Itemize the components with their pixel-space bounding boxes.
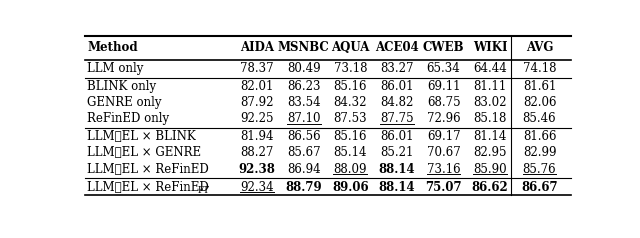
Text: GENRE only: GENRE only — [88, 96, 162, 109]
Text: LLM only: LLM only — [88, 62, 144, 75]
Text: 82.99: 82.99 — [523, 147, 556, 159]
Text: 89.06: 89.06 — [332, 181, 369, 193]
Text: 69.17: 69.17 — [427, 130, 460, 143]
Text: 72.96: 72.96 — [427, 112, 460, 125]
Text: 87.92: 87.92 — [241, 96, 274, 109]
Text: WIKI: WIKI — [473, 41, 508, 54]
Text: 81.66: 81.66 — [523, 130, 556, 143]
Text: 86.62: 86.62 — [472, 181, 509, 193]
Text: 81.61: 81.61 — [523, 80, 556, 93]
Text: LLM⫫EL × ReFinED: LLM⫫EL × ReFinED — [88, 163, 209, 176]
Text: LLM⫫EL × ReFinED: LLM⫫EL × ReFinED — [88, 181, 209, 193]
Text: 70.67: 70.67 — [427, 147, 460, 159]
Text: 88.09: 88.09 — [333, 163, 367, 176]
Text: 85.16: 85.16 — [333, 80, 367, 93]
Text: ReFinED only: ReFinED only — [88, 112, 170, 125]
Text: AVG: AVG — [526, 41, 553, 54]
Text: 82.06: 82.06 — [523, 96, 556, 109]
Text: 88.79: 88.79 — [285, 181, 322, 193]
Text: 81.11: 81.11 — [474, 80, 507, 93]
Text: MSNBC: MSNBC — [278, 41, 330, 54]
Text: 82.01: 82.01 — [241, 80, 274, 93]
Text: 68.75: 68.75 — [427, 96, 460, 109]
Text: 92.25: 92.25 — [241, 112, 274, 125]
Text: 73.16: 73.16 — [427, 163, 460, 176]
Text: 88.14: 88.14 — [379, 181, 415, 193]
Text: LLM⫫EL × BLINK: LLM⫫EL × BLINK — [88, 130, 196, 143]
Text: ACE04: ACE04 — [375, 41, 419, 54]
Text: AIDA: AIDA — [240, 41, 274, 54]
Text: 86.23: 86.23 — [287, 80, 321, 93]
Text: 88.27: 88.27 — [241, 147, 274, 159]
Text: Method: Method — [88, 41, 138, 54]
Text: 69.11: 69.11 — [427, 80, 460, 93]
Text: 85.16: 85.16 — [333, 130, 367, 143]
Text: 80.49: 80.49 — [287, 62, 321, 75]
Text: 83.27: 83.27 — [380, 62, 413, 75]
Text: 86.67: 86.67 — [521, 181, 558, 193]
Text: FT: FT — [198, 186, 210, 195]
Text: 85.21: 85.21 — [380, 147, 413, 159]
Text: AQUA: AQUA — [331, 41, 369, 54]
Text: 73.18: 73.18 — [333, 62, 367, 75]
Text: 83.54: 83.54 — [287, 96, 321, 109]
Text: 85.90: 85.90 — [474, 163, 507, 176]
Text: LLM⫫EL × GENRE: LLM⫫EL × GENRE — [88, 147, 202, 159]
Text: 81.14: 81.14 — [474, 130, 507, 143]
Text: 85.67: 85.67 — [287, 147, 321, 159]
Text: CWEB: CWEB — [423, 41, 464, 54]
Text: 75.07: 75.07 — [425, 181, 462, 193]
Text: 74.18: 74.18 — [523, 62, 556, 75]
Text: 83.02: 83.02 — [474, 96, 507, 109]
Text: 87.75: 87.75 — [380, 112, 413, 125]
Text: 85.46: 85.46 — [523, 112, 556, 125]
Text: 88.14: 88.14 — [379, 163, 415, 176]
Text: 64.44: 64.44 — [474, 62, 507, 75]
Text: 82.95: 82.95 — [474, 147, 507, 159]
Text: 86.56: 86.56 — [287, 130, 321, 143]
Text: 81.94: 81.94 — [241, 130, 274, 143]
Text: 87.53: 87.53 — [333, 112, 367, 125]
Text: 84.82: 84.82 — [380, 96, 413, 109]
Text: 86.01: 86.01 — [380, 130, 413, 143]
Text: 85.76: 85.76 — [523, 163, 556, 176]
Text: 92.34: 92.34 — [240, 181, 274, 193]
Text: 86.01: 86.01 — [380, 80, 413, 93]
Text: 87.10: 87.10 — [287, 112, 321, 125]
Text: BLINK only: BLINK only — [88, 80, 157, 93]
Text: 78.37: 78.37 — [240, 62, 274, 75]
Text: 92.38: 92.38 — [239, 163, 275, 176]
Text: 85.18: 85.18 — [474, 112, 507, 125]
Text: 86.94: 86.94 — [287, 163, 321, 176]
Text: 85.14: 85.14 — [333, 147, 367, 159]
Text: 65.34: 65.34 — [427, 62, 460, 75]
Text: 84.32: 84.32 — [333, 96, 367, 109]
